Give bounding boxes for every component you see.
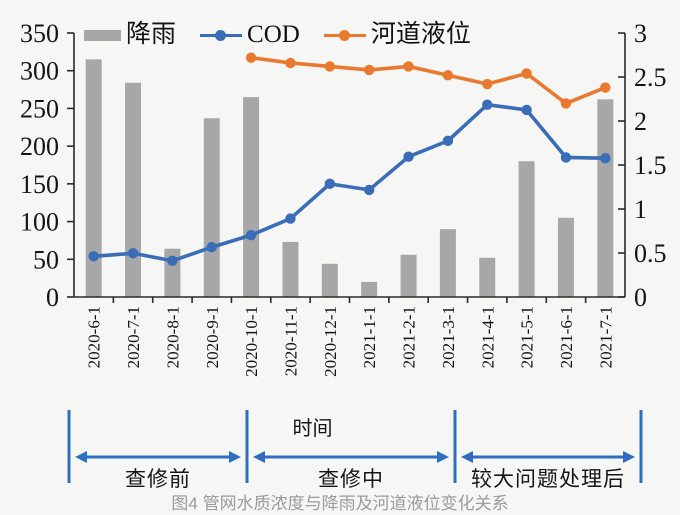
left-axis-tick-label: 250 [20,94,59,123]
legend-item-level: 河道液位 [323,20,471,50]
cod-point [88,251,99,262]
right-axis-tick-label: 0 [634,283,647,312]
x-axis-category-label: 2021-1-1 [360,306,379,368]
arrow-right-icon [437,451,449,463]
arrow-left-icon [75,451,87,463]
right-axis-tick-label: 1.5 [634,151,667,180]
rain-bar [321,263,338,297]
x-axis-category-label: 2021-5-1 [518,306,537,368]
rain-bar [439,229,456,297]
x-axis-category-label: 2020-8-1 [163,306,182,368]
cod-point [127,248,139,259]
cod-point [482,99,493,110]
rain-bar [479,257,496,297]
x-axis-category-label: 2020-7-1 [124,306,143,368]
level-point [403,61,414,72]
level-line-swatch-icon [323,29,366,41]
right-axis-tick-label: 0.5 [634,239,667,268]
cod-point [403,151,414,162]
figure-caption: 图4 管网水质浓度与降雨及河道液位变化关系 [171,494,509,513]
arrow-left-icon [461,451,473,463]
level-point [482,78,493,90]
level-point [600,82,611,93]
rain-bar [361,281,378,297]
x-axis-category-label: 2020-11-1 [281,306,300,376]
cod-point [324,178,336,190]
rain-bar [282,241,299,297]
legend-label-cod: COD [247,21,300,48]
left-axis-tick-label: 150 [20,170,59,199]
rain-bar [400,254,417,297]
right-axis-tick-label: 2 [634,107,647,136]
x-axis-category-label: 2021-7-1 [596,306,615,368]
level-point [442,70,454,81]
x-axis-category-label: 2020-12-1 [321,306,340,377]
phase-label-before: 查修前 [125,467,191,491]
right-axis-tick-label: 1 [634,195,647,224]
level-point [560,98,572,109]
rain-bar [243,97,260,297]
rain-bar [125,82,142,297]
left-axis-tick-label: 200 [20,132,59,161]
rain-bar [557,217,574,297]
arrow-right-icon [229,451,241,463]
x-axis-category-label: 2020-6-1 [85,306,104,368]
level-point [363,64,375,76]
cod-point [167,255,178,266]
x-axis-category-label: 2021-4-1 [478,306,497,368]
right-axis-tick-label: 2.5 [634,63,667,92]
cod-line [93,102,606,263]
right-axis-tick-label: 3 [634,19,647,48]
x-axis-category-label: 2021-2-1 [400,306,419,368]
level-point [285,57,296,69]
rain-bar [597,99,614,298]
level-point [521,68,532,79]
cod-point [206,242,217,253]
cod-point [245,229,257,241]
level-point [245,52,257,63]
left-axis-tick-label: 350 [20,19,59,48]
x-axis-category-label: 2021-3-1 [439,306,458,368]
rain-bar [518,161,535,297]
x-axis-title: 时间 [292,418,333,440]
level-point [324,61,336,72]
x-axis-category-label: 2020-9-1 [203,306,222,368]
cod-point [560,152,572,163]
left-axis-tick-label: 300 [20,57,59,86]
cod-point [442,135,454,147]
level-line [250,55,606,106]
arrow-right-icon [623,451,635,463]
legend-item-cod: COD [200,20,300,50]
left-axis-tick-label: 100 [20,208,59,237]
left-axis-tick-label: 50 [33,245,59,274]
cod-point [600,153,611,164]
arrow-left-icon [253,451,265,463]
phase-label-during: 查修中 [318,467,384,491]
legend-label-level: 河道液位 [370,21,471,48]
cod-point [521,104,532,116]
x-axis-category-label: 2020-10-1 [242,306,261,377]
cod-point [363,184,375,196]
legend-label-rain: 降雨 [126,21,177,48]
left-axis-tick-label: 0 [46,283,59,312]
x-axis-category-label: 2021-6-1 [557,306,576,368]
rain-bar [85,59,102,298]
legend-item-rain: 降雨 [84,20,176,50]
cod-line-swatch-icon [200,29,243,41]
rain-bar [203,118,220,297]
phase-label-after: 较大问题处理后 [471,467,625,491]
rain-bar-swatch-icon [84,29,121,41]
chart-legend: 降雨 COD 河道液位 [84,19,471,51]
cod-point [285,213,296,224]
